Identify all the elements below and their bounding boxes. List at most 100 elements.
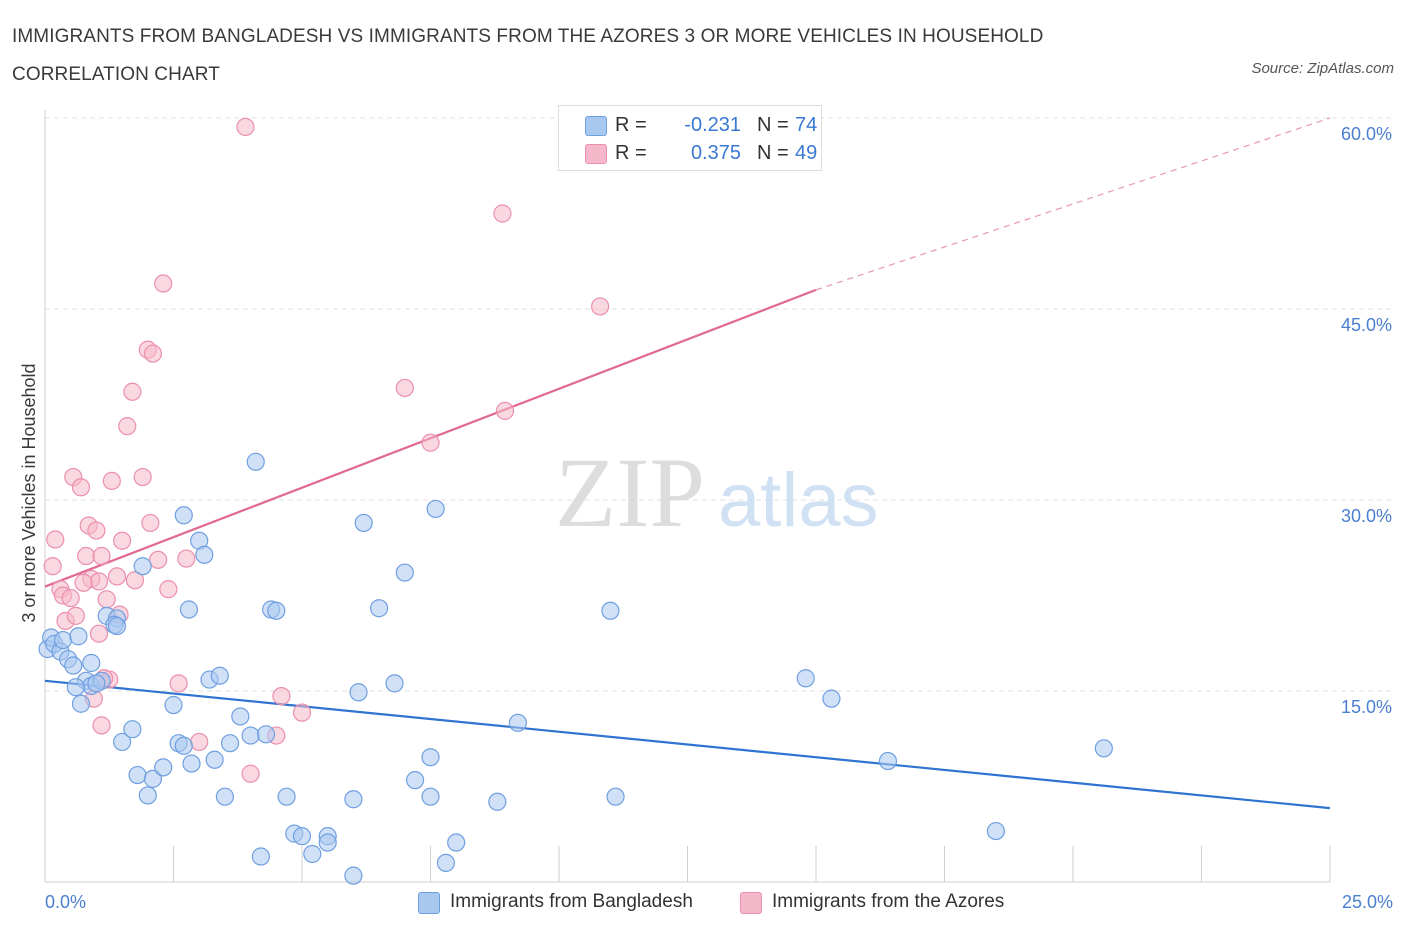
data-point-bangladesh xyxy=(53,630,73,650)
data-point-bangladesh xyxy=(182,754,201,773)
data-point-azores xyxy=(591,297,610,316)
data-point-azores xyxy=(143,344,163,363)
data-point-bangladesh xyxy=(796,669,815,688)
data-point-bangladesh xyxy=(822,689,841,708)
data-point-azores xyxy=(74,573,93,592)
data-point-azores xyxy=(92,546,111,566)
data-point-azores xyxy=(66,606,85,625)
data-point-bangladesh xyxy=(1094,739,1113,758)
data-point-azores xyxy=(77,546,96,566)
gridlines xyxy=(45,117,1392,692)
data-point-bangladesh xyxy=(174,506,193,525)
data-point-bangladesh xyxy=(112,732,132,752)
data-point-azores xyxy=(190,732,209,752)
data-point-azores xyxy=(236,117,255,137)
data-point-azores xyxy=(292,703,312,722)
data-point-bangladesh xyxy=(488,792,507,811)
data-point-bangladesh xyxy=(210,666,229,685)
data-point-bangladesh xyxy=(69,627,88,646)
data-point-bangladesh xyxy=(66,678,85,697)
data-point-bangladesh xyxy=(82,653,101,673)
data-point-bangladesh xyxy=(246,452,265,471)
legend-r-value: 0.375 xyxy=(690,142,741,164)
data-point-bangladesh xyxy=(878,751,898,771)
data-point-bangladesh xyxy=(128,765,147,785)
data-point-bangladesh xyxy=(64,656,83,675)
data-point-azores xyxy=(133,467,152,487)
data-point-bangladesh xyxy=(205,750,224,769)
data-point-bangladesh xyxy=(349,683,368,702)
legend-r-label: R = xyxy=(615,114,647,136)
data-point-azores xyxy=(141,513,160,533)
data-point-bangladesh xyxy=(107,616,127,636)
correlation-legend: R = -0.231 N = 74 R = 0.375 N = 49 xyxy=(558,105,822,171)
data-point-azores xyxy=(177,549,196,568)
trend-line-bangladesh xyxy=(44,679,1331,810)
data-point-bangladesh xyxy=(385,674,404,693)
series-azores-points xyxy=(43,117,610,783)
data-point-bangladesh xyxy=(426,499,445,519)
data-point-azores xyxy=(169,674,188,693)
data-point-bangladesh xyxy=(71,694,91,713)
data-point-azores xyxy=(123,382,142,401)
data-point-bangladesh xyxy=(447,833,466,852)
tick-labels: 15.0% 30.0% 45.0% 60.0% 0.0% 25.0% xyxy=(45,124,1393,912)
legend-swatch-bangladesh xyxy=(585,116,607,136)
data-point-bangladesh xyxy=(251,847,270,866)
legend-n-label: N = xyxy=(757,114,789,136)
legend-n-label: N = xyxy=(757,142,789,164)
data-point-azores xyxy=(43,557,62,576)
data-point-bangladesh xyxy=(215,787,234,806)
data-point-azores xyxy=(495,401,515,420)
data-point-bangladesh xyxy=(220,734,240,753)
data-point-bangladesh xyxy=(405,771,425,790)
data-point-azores xyxy=(46,530,65,549)
data-point-bangladesh xyxy=(436,853,456,873)
legend-label-bangladesh: Immigrants from Bangladesh xyxy=(450,891,693,912)
data-point-azores xyxy=(87,521,106,540)
legend-r-label: R = xyxy=(615,142,647,164)
legend-r-value: -0.231 xyxy=(684,114,741,136)
data-point-azores xyxy=(118,417,137,436)
x-tick-label: 25.0% xyxy=(1342,892,1393,912)
y-tick-label: 60.0% xyxy=(1341,124,1392,144)
data-point-bangladesh xyxy=(241,726,260,745)
data-point-azores xyxy=(148,550,168,569)
data-point-bangladesh xyxy=(344,790,363,809)
data-point-bangladesh xyxy=(354,513,373,533)
data-point-bangladesh xyxy=(138,786,157,805)
data-point-azores xyxy=(107,567,127,586)
data-point-bangladesh xyxy=(508,713,527,732)
data-point-bangladesh xyxy=(370,599,389,618)
data-point-azores xyxy=(154,274,173,293)
chart-title: IMMIGRANTS FROM BANGLADESH VS IMMIGRANTS… xyxy=(12,26,1044,85)
data-point-bangladesh xyxy=(421,787,440,806)
data-point-azores xyxy=(61,588,80,608)
data-point-bangladesh xyxy=(318,833,337,852)
series-bangladesh-points xyxy=(38,452,1113,885)
source-credit: Source: ZipAtlas.com xyxy=(1251,60,1394,77)
data-point-bangladesh xyxy=(606,787,625,806)
data-point-bangladesh xyxy=(421,748,440,767)
data-point-bangladesh xyxy=(143,769,163,788)
legend-label-azores: Immigrants from the Azores xyxy=(772,891,1005,912)
data-point-bangladesh xyxy=(986,821,1006,841)
data-point-bangladesh xyxy=(87,674,106,693)
data-point-azores xyxy=(112,531,132,550)
legend-swatch-azores xyxy=(585,144,607,164)
data-point-azores xyxy=(89,624,109,643)
y-tick-label: 45.0% xyxy=(1341,315,1392,335)
watermark-zip: ZIP xyxy=(555,437,705,548)
series-legend: Immigrants from Bangladesh Immigrants fr… xyxy=(0,889,1406,915)
axes xyxy=(44,110,1331,883)
data-point-bangladesh xyxy=(601,601,620,620)
data-point-bangladesh xyxy=(195,545,214,564)
data-point-bangladesh xyxy=(267,601,286,620)
watermark: ZIP atlas xyxy=(555,437,879,548)
data-point-bangladesh xyxy=(179,600,199,619)
legend-n-value: 49 xyxy=(795,142,818,164)
x-tick-label: 0.0% xyxy=(45,892,86,912)
y-axis-label: 3 or more Vehicles in Household xyxy=(19,363,39,622)
data-point-bangladesh xyxy=(123,720,142,739)
